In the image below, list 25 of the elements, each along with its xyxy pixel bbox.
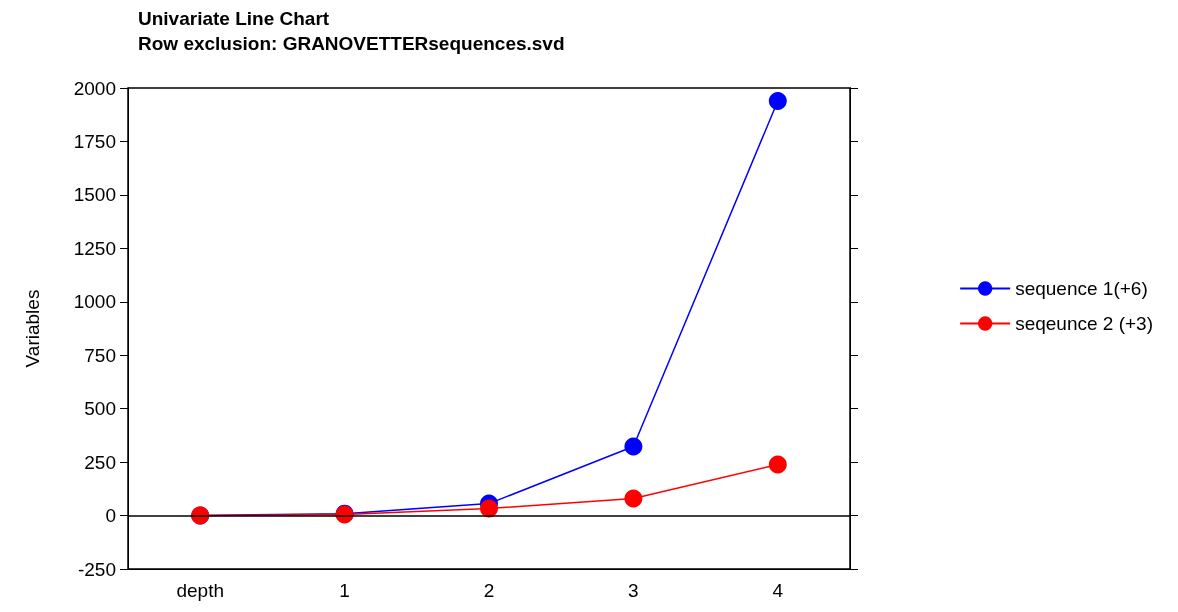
point: [480, 499, 498, 518]
y-tick-label: 1000: [73, 291, 116, 313]
chart-subtitle: Row exclusion: GRANOVETTERsequences.svd: [138, 33, 565, 54]
y-axis-title: Variables: [22, 289, 43, 368]
y-tick-label: 1750: [73, 130, 116, 152]
y-tick-label: 2000: [73, 77, 116, 99]
point: [768, 92, 787, 111]
point: [624, 437, 643, 456]
point: [768, 455, 787, 474]
y-tick-label: -250: [77, 558, 116, 580]
y-tick-label: 1250: [73, 237, 116, 259]
x-tick-label: 2: [483, 580, 495, 601]
y-tick-label: 250: [84, 451, 116, 473]
chart-title: Univariate Line Chart: [138, 8, 330, 29]
x-tick-label: 4: [772, 580, 784, 601]
y-tick-label: 750: [84, 344, 116, 366]
y-tick-label: 500: [84, 398, 116, 420]
y-tick-label: 0: [105, 505, 116, 527]
legend-label: seqeunce 2 (+3): [1015, 313, 1153, 334]
y-tick-label: 1500: [73, 184, 116, 206]
x-tick-label: depth: [176, 580, 224, 601]
legend-label: sequence 1(+6): [1015, 278, 1148, 299]
x-tick-label: 3: [628, 580, 639, 601]
point: [624, 489, 643, 508]
x-tick-label: 1: [339, 580, 350, 601]
